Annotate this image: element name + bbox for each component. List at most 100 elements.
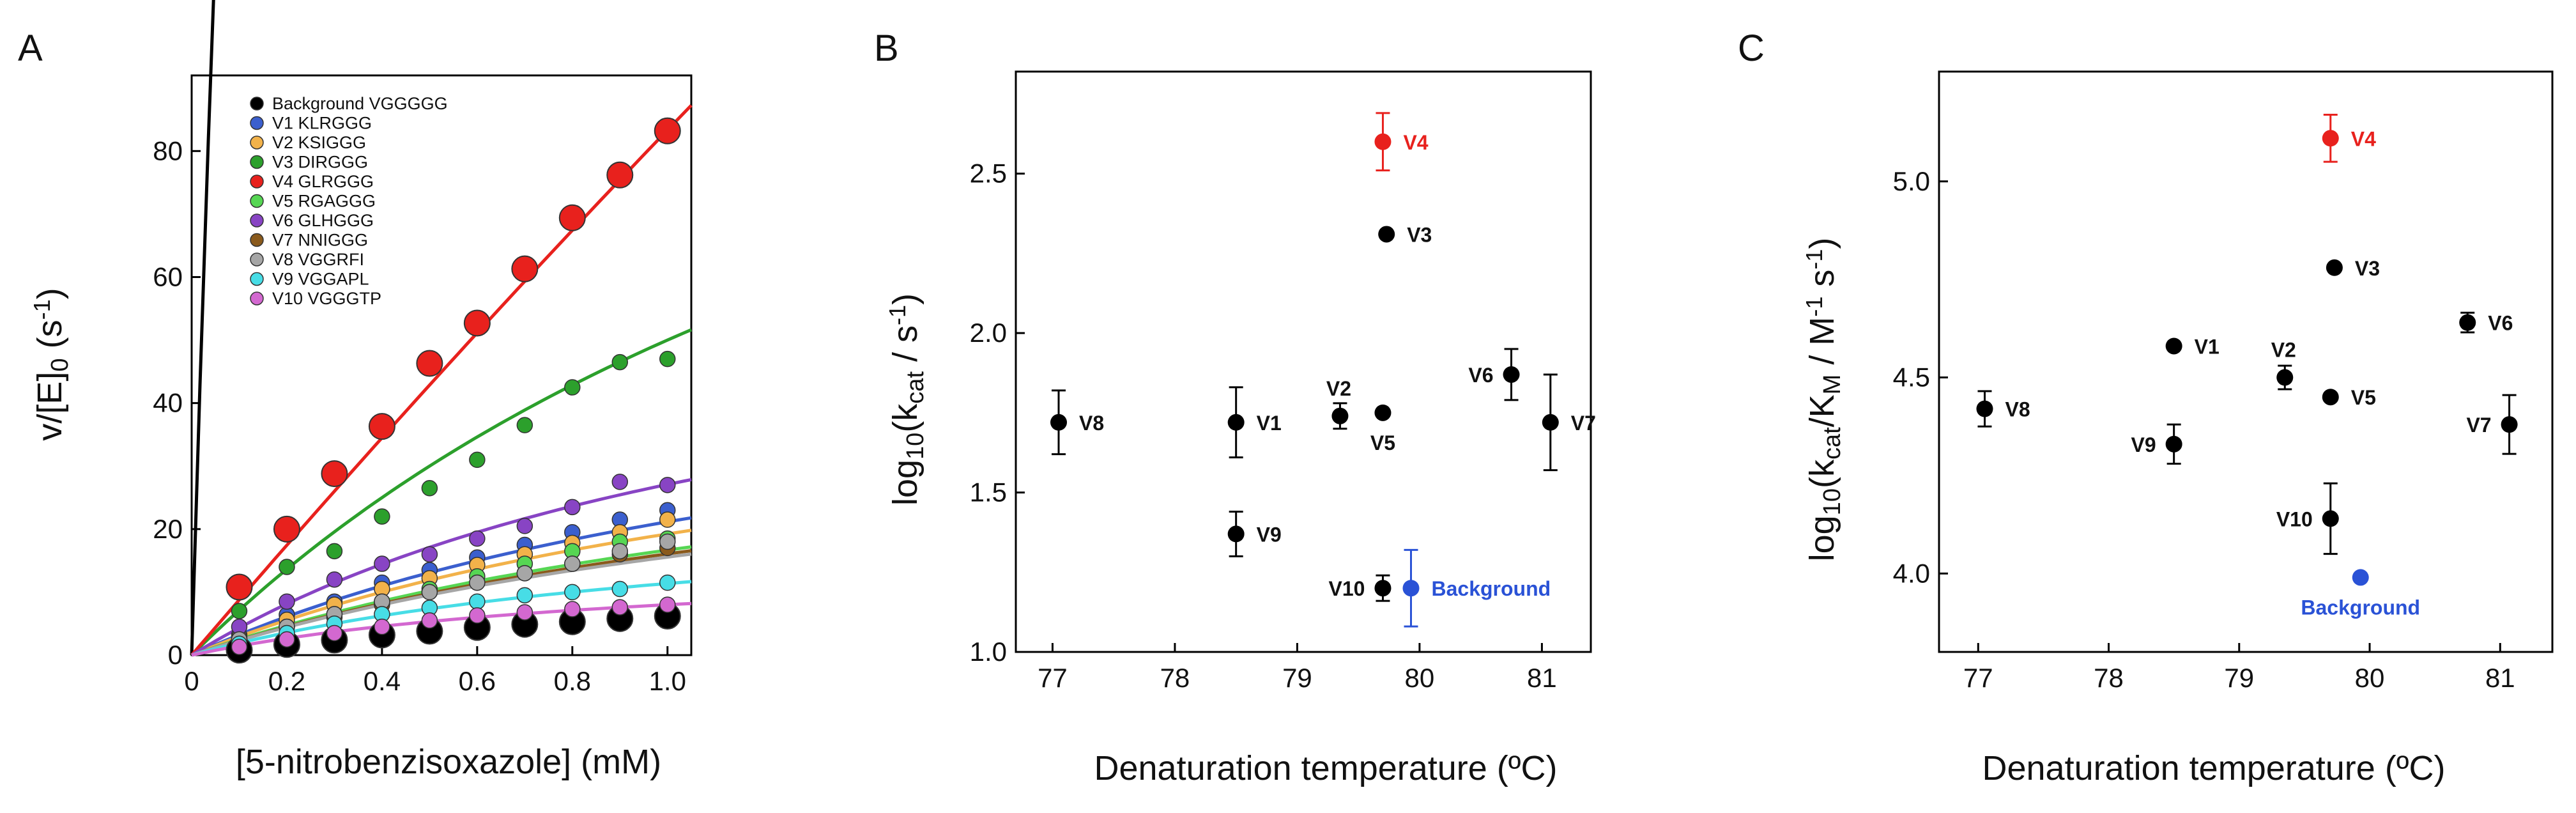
panel-c-point-v6 [2459,314,2476,331]
panel-c-x-tick-label: 81 [2485,663,2515,693]
data-point-v10-vgggtp [326,624,343,642]
panel-a-y-tick-label: 80 [153,136,183,166]
panel-b-point-v1 [1227,414,1245,431]
fit-curve-v9-vggapl [191,580,692,657]
legend-marker-v9-vggapl [250,272,264,286]
panel-b-point-label-v8: V8 [1079,412,1104,435]
data-point-v8-vggrfi [611,543,629,560]
panel-b-plot-frame [1015,70,1592,653]
data-point-v10-vgggtp [374,618,390,635]
panel-c-y-tick-label: 4.0 [1893,558,1930,588]
panel-a-y-axis-title: v/[E]0 (s-1) [29,288,73,440]
legend-label-v8-vggrfi: V8 VGGRFI [272,250,364,269]
panel-b-y-tick-label: 2.0 [970,318,1007,348]
panel-c-point-label-v10: V10 [2276,507,2313,530]
legend-label-v7-nniggg: V7 NNIGGG [272,231,368,250]
legend-marker-v3-dirggg [250,155,264,169]
panel-c-y-axis-title: log10(kcat/KM / M-1 s-1) [1801,238,1846,562]
data-point-v10-vgggtp [564,601,581,617]
panel-b-data-points: V8 V1 V9 V2 V5 V3 V4 V10 Background V6 V7 [1050,112,1596,628]
data-point-v8-vggrfi [659,533,676,550]
fit-curve-v8-vggrfi [191,552,692,657]
data-point-v10-vgggtp [231,639,248,655]
panel-b-kcat-chart: B 77 78 79 80 811.01.52.02.5 V8 V1V9V2V5V3V4V… [874,27,1596,787]
panel-c-kcat-km-chart: C 77 78 79 80 81 4.0 4.5 5.0 V8 V1 V9 V2 V5 V3 V4 V10 B… [1738,27,2554,787]
legend-label-v5-rgaggg: V5 RGAGGG [272,192,376,211]
data-point-v6-glhggg [469,530,486,547]
panel-c-point-label-v2: V2 [2271,339,2296,362]
panel-b-x-tick-label: 79 [1282,663,1312,693]
panel-c-x-tick-label: 78 [2094,663,2124,693]
panel-b-point-v6 [1503,366,1520,383]
data-point-v3-dirggg [231,603,248,619]
panel-c-x-tick-label: 77 [1963,663,1993,693]
panel-a-x-axis-title: [5-nitrobenzisoxazole] (mM) [236,743,661,781]
panel-b-point-v7 [1542,414,1559,431]
legend-label-v3-dirggg: V3 DIRGGG [272,153,368,172]
legend-marker-v6-glhggg [250,213,264,228]
data-point-v9-vggapl [659,574,676,591]
panel-b-point-background [1402,580,1420,597]
data-point-v3-dirggg [564,379,581,396]
data-point-v10-vgggtp [659,596,676,613]
data-point-v4-glrggg [654,117,681,144]
data-point-v3-dirggg [611,353,629,371]
data-point-v6-glhggg [279,593,295,610]
data-point-v3-dirggg [374,508,390,525]
panel-a-x-tick-label: 0.2 [268,666,305,696]
panel-b-point-v10 [1374,580,1392,597]
data-point-v4-glrggg [226,573,253,601]
panel-a-letter: A [18,27,43,69]
panel-c-x-tick-label: 79 [2224,663,2254,693]
panel-c-y-tick-label: 4.5 [1893,362,1930,392]
data-point-v10-vgggtp [421,612,438,629]
panel-b-point-v4 [1374,133,1392,150]
panel-b-point-v5 [1374,404,1392,421]
panel-b-point-label-background: Background [1432,577,1551,600]
fit-curve-v2-ksiggg [191,529,692,657]
panel-a-x-tick-label: 1.0 [649,666,686,696]
panel-c-axes: 77 78 79 80 81 4.0 4.5 5.0 [1893,70,2554,693]
data-point-v8-vggrfi [516,565,533,582]
panel-a-y-tick-label: 40 [153,388,183,418]
panel-b-y-tick-label: 1.0 [970,637,1007,667]
data-point-v4-glrggg [606,161,634,189]
panel-b-y-tick-label: 1.5 [970,477,1007,507]
legend-marker-v4-glrggg [250,174,264,189]
panel-a-data-points [226,117,681,664]
fit-curve-v3-dirggg [190,328,692,656]
data-point-v6-glhggg [659,477,676,493]
data-point-v8-vggrfi [421,584,438,601]
panel-b-point-v2 [1331,407,1349,424]
panel-c-point-v7 [2501,416,2518,433]
data-point-v4-glrggg [463,309,491,337]
data-point-v9-vggapl [516,587,533,604]
panel-c-point-v1 [2165,337,2182,355]
panel-c-point-v10 [2322,510,2339,527]
panel-a-y-tick-label: 0 [168,640,183,670]
panel-c-plot-frame [1938,70,2554,653]
panel-c-point-label-v4: V4 [2351,127,2376,150]
legend-marker-v2-ksiggg [250,136,264,150]
panel-c-x-axis-title: Denaturation temperature (ºC) [1982,749,2445,787]
legend-marker-v10-vgggtp [250,291,264,306]
panel-a-fit-curves [190,0,693,657]
panel-c-point-label-v7: V7 [2466,414,2491,437]
legend-label-v10-vgggtp: V10 VGGGTP [272,289,381,308]
panel-b-x-axis-title: Denaturation temperature (ºC) [1094,749,1557,787]
data-point-v6-glhggg [374,555,390,572]
panel-c-data-points: V8 V1 V9 V2 V5 V3 V4 V10 Background V6 V7 [1976,113,2518,619]
data-point-v3-dirggg [279,559,295,575]
panel-c-point-v3 [2326,259,2343,276]
data-point-v9-vggapl [469,593,486,610]
panel-b-x-tick-label: 81 [1527,663,1557,693]
panel-c-point-v8 [1976,400,1993,417]
data-point-v6-glhggg [564,499,581,516]
panel-b-x-tick-label: 77 [1038,663,1068,693]
panel-b-point-label-v9: V9 [1257,523,1282,546]
panel-a-x-tick-label: 0.4 [364,666,401,696]
data-point-v10-vgggtp [469,607,486,624]
panel-c-point-label-v5: V5 [2351,386,2376,409]
panel-a-y-tick-label: 20 [153,514,183,544]
legend-marker-v7-nniggg [250,233,264,247]
